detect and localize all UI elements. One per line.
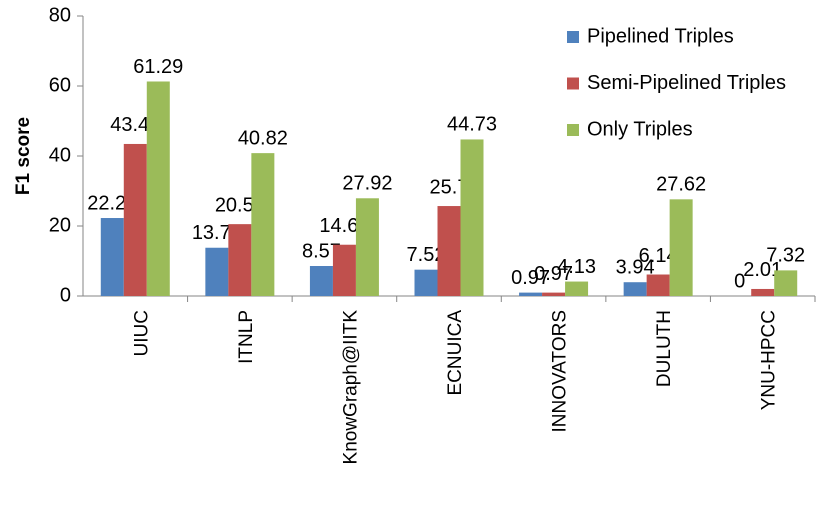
- bar: [228, 224, 252, 296]
- x-tick-label: ITNLP: [236, 310, 257, 364]
- x-tick-label: DULUTH: [654, 310, 675, 387]
- bar: [774, 270, 798, 296]
- value-label: 0.97: [511, 267, 550, 289]
- bar: [751, 288, 775, 296]
- x-tick-label: UIUC: [131, 310, 152, 356]
- bar: [437, 206, 461, 296]
- bar: [646, 274, 670, 296]
- y-tick-label: 60: [49, 74, 71, 96]
- value-label: 2.01: [743, 259, 782, 281]
- value-label: 61.29: [133, 56, 183, 78]
- y-tick-label: 0: [60, 284, 71, 306]
- bar: [100, 218, 124, 296]
- value-label: 6.14: [639, 245, 678, 267]
- bar: [460, 139, 484, 296]
- value-label: 8.57: [302, 240, 341, 262]
- legend-swatch: [567, 31, 579, 43]
- bar: [332, 244, 356, 296]
- bar: [309, 266, 333, 296]
- bar: [565, 281, 589, 296]
- value-label: 0.97: [534, 263, 573, 285]
- x-tick-label: YNU-HPCC: [759, 310, 780, 410]
- bar: [355, 198, 379, 296]
- bar: [519, 292, 543, 296]
- value-label: 44.73: [447, 114, 497, 136]
- value-label: 7.32: [766, 245, 805, 267]
- value-label: 27.62: [656, 174, 706, 196]
- bar: [542, 292, 566, 296]
- value-label: 25.7: [430, 176, 469, 198]
- bar: [414, 269, 438, 296]
- x-tick-label: KnowGraph@IITK: [340, 310, 361, 465]
- value-label: 0: [734, 270, 745, 292]
- bar: [123, 143, 147, 296]
- legend-label: Only Triples: [587, 118, 693, 140]
- legend-swatch: [567, 124, 579, 136]
- value-label: 3.94: [616, 256, 655, 278]
- y-axis-title: F1 score: [13, 117, 34, 195]
- bar: [146, 81, 170, 296]
- bar: [205, 247, 229, 296]
- y-tick-label: 40: [49, 144, 71, 166]
- x-tick-label: INNOVATORS: [550, 310, 571, 432]
- legend-label: Pipelined Triples: [587, 25, 734, 47]
- value-label: 27.92: [342, 173, 392, 195]
- bar: [669, 199, 693, 296]
- y-tick-label: 20: [49, 214, 71, 236]
- value-label: 40.82: [238, 127, 288, 149]
- bar: [623, 282, 647, 296]
- value-label: 4.13: [557, 256, 596, 278]
- y-tick-label: 80: [49, 4, 71, 26]
- x-tick-label: ECNUICA: [445, 310, 466, 396]
- bar: [251, 153, 275, 296]
- legend-label: Semi-Pipelined Triples: [587, 72, 786, 94]
- value-label: 7.52: [407, 244, 446, 266]
- legend-swatch: [567, 77, 579, 90]
